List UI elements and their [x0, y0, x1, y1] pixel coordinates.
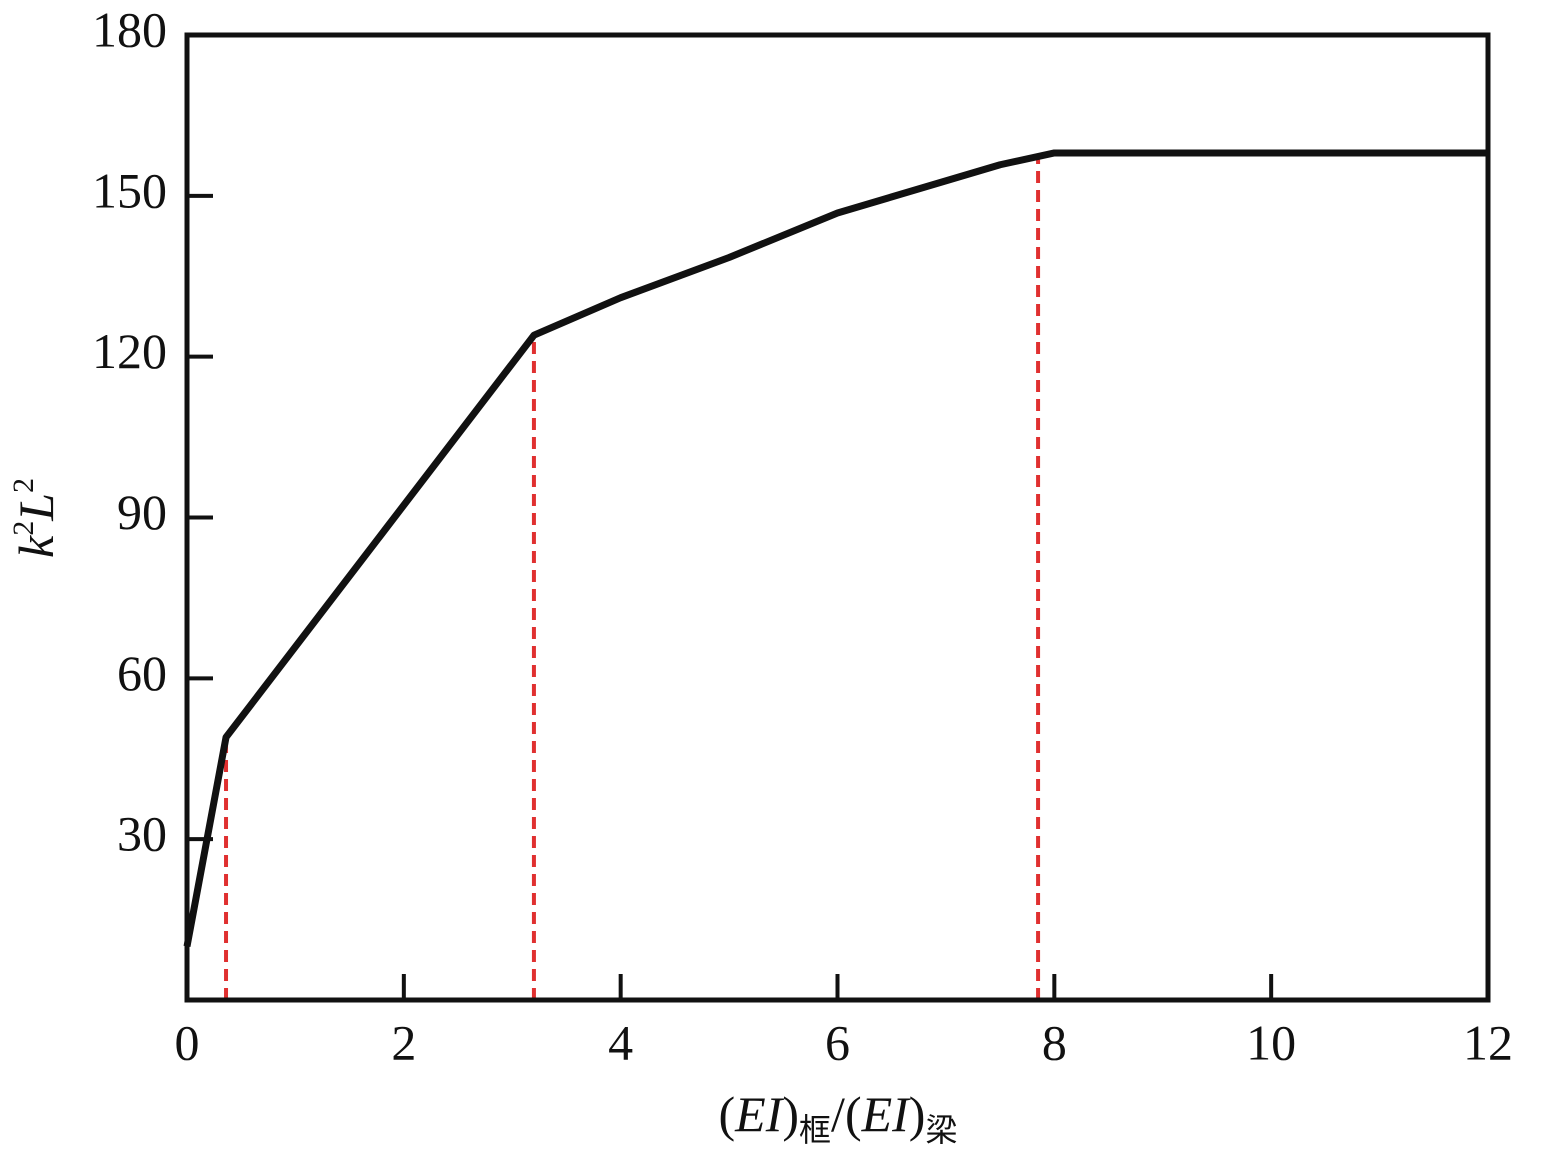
y-label-part: 2: [7, 521, 40, 536]
y-tick-label: 180: [92, 1, 167, 57]
x-tick-label: 10: [1246, 1014, 1296, 1070]
x-tick-label: 8: [1042, 1014, 1067, 1070]
x-axis-label: (EI)框/(EI)梁: [719, 1086, 958, 1148]
x-label-part: (: [719, 1086, 736, 1142]
y-tick-label: 120: [92, 323, 167, 379]
x-tick-label: 6: [825, 1014, 850, 1070]
x-tick-label: 4: [608, 1014, 633, 1070]
y-label-part: 2: [7, 478, 40, 493]
y-label-part: k: [8, 535, 64, 558]
y-tick-label: 30: [117, 806, 167, 862]
x-label-part: 梁: [925, 1112, 957, 1148]
x-label-part: EI: [861, 1086, 912, 1142]
y-label-part: L: [8, 493, 64, 522]
x-label-part: ): [909, 1086, 926, 1142]
y-tick-label: 60: [117, 645, 167, 701]
x-tick-label: 0: [175, 1014, 200, 1070]
x-tick-label: 12: [1463, 1014, 1513, 1070]
y-tick-label: 150: [92, 162, 167, 218]
x-label-part: /(: [831, 1086, 862, 1142]
plot-frame: [184, 32, 1491, 1003]
x-label-part: EI: [734, 1086, 785, 1142]
x-label-part: ): [782, 1086, 799, 1142]
data-line: [183, 149, 1488, 948]
y-tick-label: 90: [117, 484, 167, 540]
x-tick-label: 2: [391, 1014, 416, 1070]
x-label-part: 框: [799, 1112, 831, 1148]
y-axis-label: k2L2: [7, 478, 65, 558]
